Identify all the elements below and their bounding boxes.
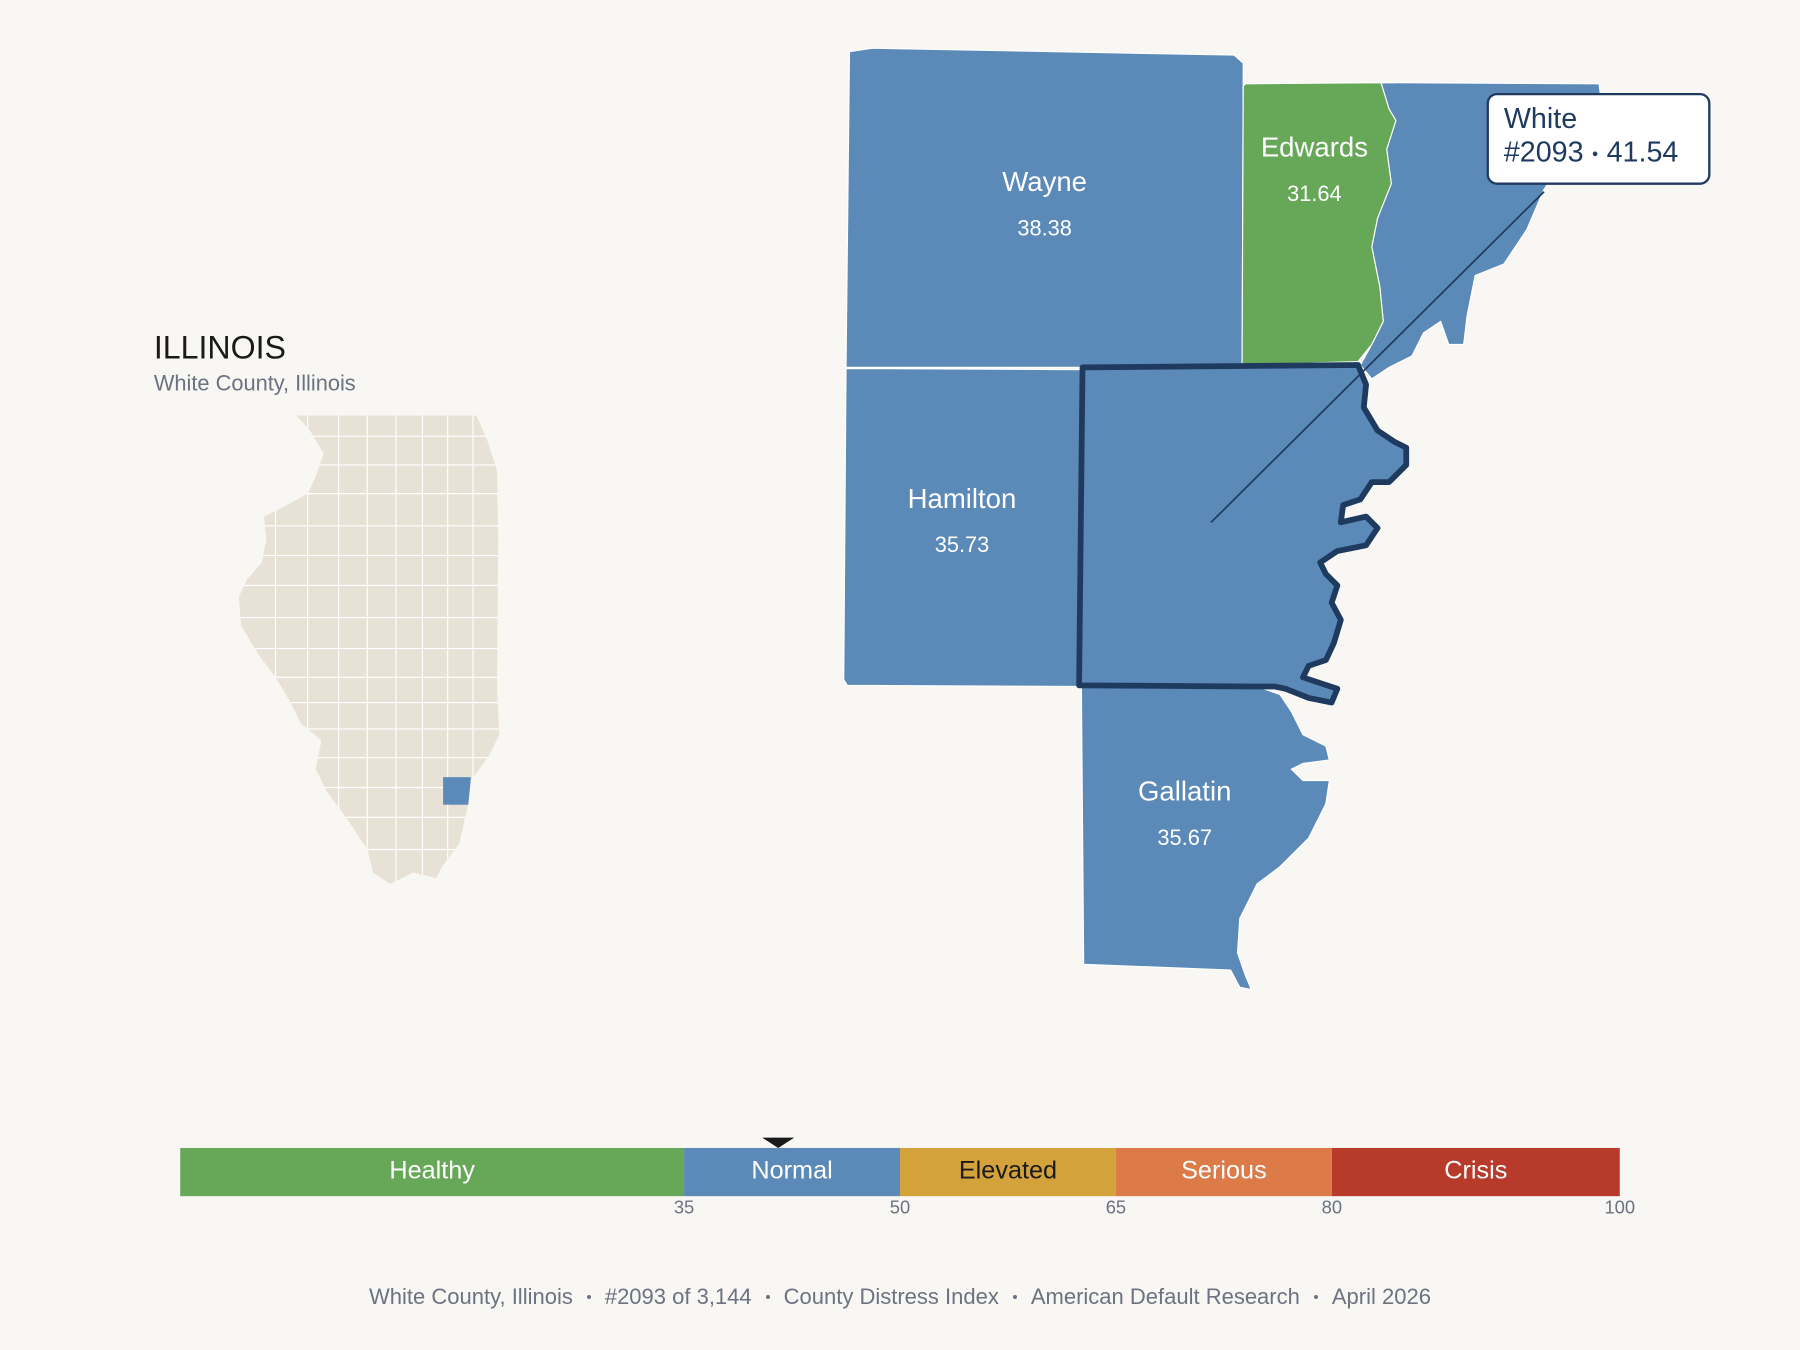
callout-rank: #2093: [1504, 136, 1584, 168]
legend-band-label: Serious: [1181, 1157, 1267, 1185]
footer: White County, Illinois #2093 of 3,144 Coun…: [0, 1284, 1800, 1310]
county-shape-selected[interactable]: [1076, 362, 1410, 706]
county-grid: [238, 415, 500, 884]
callout-separator: [1592, 151, 1598, 157]
footer-item: #2093 of 3,144: [604, 1284, 752, 1309]
footer-item: April 2026: [1331, 1284, 1431, 1309]
callout-name: White: [1504, 103, 1577, 135]
callout-score: 41.54: [1607, 136, 1679, 168]
legend-tick-label: 35: [674, 1197, 694, 1218]
legend-band-label: Elevated: [959, 1157, 1057, 1185]
county-name: Wayne: [1002, 166, 1087, 197]
county-shape: [1080, 685, 1331, 991]
legend-band: [1331, 1147, 1620, 1197]
county-score: 35.73: [935, 532, 990, 557]
legend-marker: [762, 1137, 795, 1148]
callout-leader: [1210, 191, 1545, 523]
footer-separator: [1313, 1295, 1318, 1299]
legend-band: [900, 1147, 1116, 1197]
legend-band-label: Healthy: [389, 1157, 475, 1185]
county-shape: [843, 367, 1082, 688]
locator-county: [443, 777, 471, 805]
state-locator: [238, 415, 500, 884]
callout-box: [1486, 92, 1711, 185]
county-score: 38.38: [1017, 215, 1072, 240]
county-shape: [1241, 82, 1397, 366]
legend-band: [1115, 1147, 1332, 1197]
legend-band-label: Normal: [751, 1157, 832, 1185]
county-shape: [845, 47, 1244, 368]
county-score: 35.67: [1157, 825, 1212, 850]
footer-item: American Default Research: [1030, 1284, 1300, 1309]
county-name: Edwards: [1261, 132, 1368, 163]
county-name: Hamilton: [908, 483, 1017, 514]
legend-band: [684, 1147, 900, 1197]
state-subtitle: White County, Illinois: [154, 370, 356, 395]
county-score: 31.64: [1287, 181, 1342, 206]
footer-separator: [586, 1295, 591, 1299]
state-title: ILLINOIS: [154, 330, 286, 366]
legend-band-label: Crisis: [1444, 1157, 1507, 1185]
county-name: Gallatin: [1138, 776, 1231, 807]
footer-item: County Distress Index: [783, 1284, 999, 1309]
legend-tick-label: 100: [1604, 1197, 1635, 1218]
legend-tick-label: 50: [890, 1197, 910, 1218]
legend-tick-label: 80: [1322, 1197, 1342, 1218]
footer-separator: [1012, 1295, 1017, 1299]
footer-separator: [765, 1295, 770, 1299]
footer-item: White County, Illinois: [369, 1284, 573, 1309]
legend-band: [180, 1147, 685, 1197]
legend-tick-label: 65: [1106, 1197, 1126, 1218]
county-lines-v: [274, 415, 474, 884]
